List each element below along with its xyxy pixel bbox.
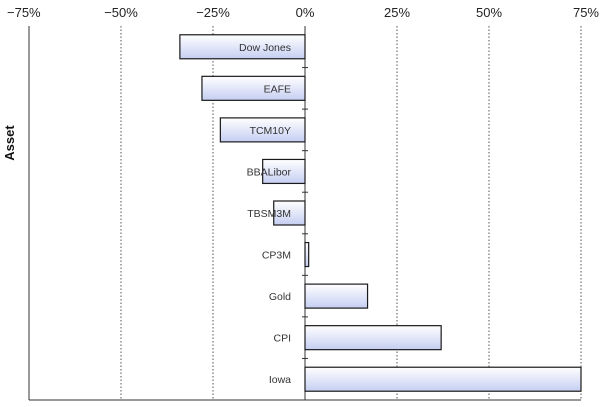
bar-dow-jones <box>179 34 306 60</box>
bar-cp3m <box>304 241 310 268</box>
category-label: CPI <box>273 333 291 345</box>
x-tick-label: −75% <box>7 5 41 20</box>
category-label: TBSM3M <box>247 208 291 220</box>
bar-eafe <box>201 75 306 101</box>
bars <box>179 34 582 392</box>
x-tick-label: −50% <box>104 5 138 20</box>
x-tick-labels: −75% −50% −25% 0% 25% 50% 75% <box>7 5 599 20</box>
x-tick-label: −25% <box>196 5 230 20</box>
category-labels: Dow Jones EAFE TCM10Y BBALibor TBSM3M CP3M Gol… <box>239 42 291 386</box>
x-tick-label: 0% <box>296 5 315 20</box>
bar-tbsm3m <box>273 200 306 226</box>
x-tick-label: 75% <box>573 5 599 20</box>
bar-bbalibor <box>262 158 306 185</box>
bar-gold <box>304 283 369 309</box>
bar-tcm10y <box>219 117 306 143</box>
category-label: Gold <box>269 291 291 303</box>
category-label: Iowa <box>269 374 291 386</box>
bar-cpi <box>304 325 442 351</box>
category-label: CP3M <box>262 250 291 262</box>
bar-iowa <box>304 366 582 392</box>
x-tick-label: 50% <box>476 5 502 20</box>
x-tick-label: 25% <box>384 5 410 20</box>
category-label: Dow Jones <box>239 42 291 54</box>
category-label: BBALibor <box>247 166 292 178</box>
category-label: EAFE <box>264 83 291 95</box>
y-axis-title: Asset <box>2 125 17 161</box>
category-label: TCM10Y <box>250 125 291 137</box>
